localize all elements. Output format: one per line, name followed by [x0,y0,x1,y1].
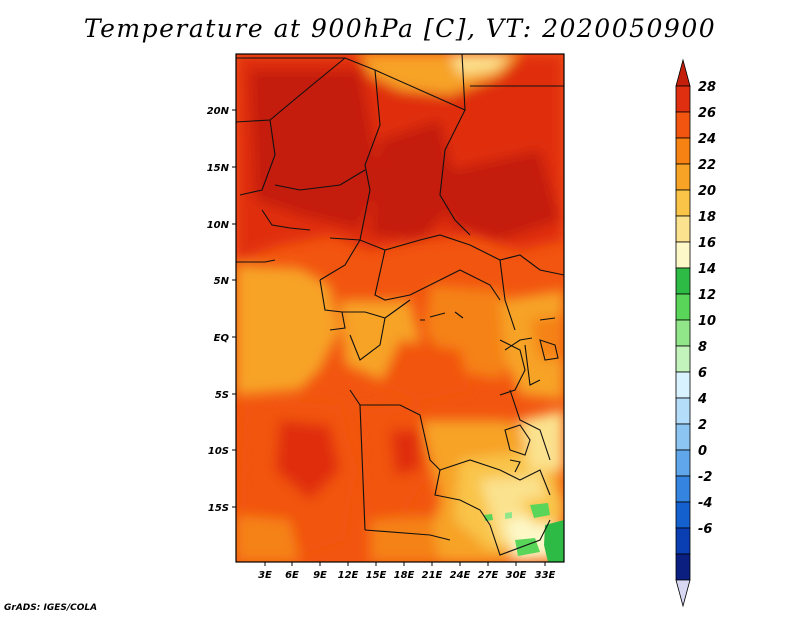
colorbar-swatch [675,501,691,529]
lat-label: 10S [208,446,229,457]
colorbar-label: 14 [698,262,716,277]
colorbar-swatch [675,371,691,399]
latitude-labels: 20N 15N 10N 5N EQ 5S 10S 15S [207,106,230,514]
colorbar [675,58,691,608]
map-frame [235,53,565,563]
colorbar-swatch [675,345,691,373]
colorbar-swatch [675,319,691,347]
colorbar-label: 4 [697,392,707,407]
colorbar-label: 0 [698,444,707,459]
lon-label: 21E [422,570,443,581]
lat-label: 15S [208,503,229,514]
colorbar-label: 28 [698,80,716,95]
lat-label: EQ [214,333,230,344]
temperature-field [236,54,564,562]
colorbar-triangle-bottom [675,579,691,608]
lon-label: 27E [478,570,499,581]
colorbar-label: -2 [698,470,712,485]
axis-ticks [232,109,546,566]
colorbar-swatch [675,553,691,581]
lat-label: 5S [215,390,229,401]
map-title: Temperature at 900hPa [C], VT: 202005090… [83,14,717,43]
colorbar-label: 20 [698,184,716,199]
colorbar-swatch [675,267,691,295]
colorbar-swatch [675,189,691,217]
colorbar-swatch [675,527,691,555]
credit-label: GrADS: IGES/COLA [4,603,98,613]
colorbar-swatch [675,475,691,503]
lon-label: 24E [450,570,471,581]
colorbar-swatch [675,293,691,321]
colorbar-swatch [675,215,691,243]
longitude-labels: 3E 6E 9E 12E 15E 18E 21E 24E 27E 30E 33E [258,570,555,581]
colorbar-label: 16 [698,236,716,251]
lat-label: 10N [207,220,230,231]
colorbar-label: 6 [698,366,707,381]
colorbar-label: -4 [698,496,712,511]
colorbar-triangle-top [675,58,691,87]
colorbar-label: 2 [698,418,707,433]
lat-label: 15N [207,163,230,174]
colorbar-swatch [675,241,691,269]
colorbar-swatch [675,137,691,165]
colorbar-label: -6 [698,522,712,537]
lon-label: 12E [338,570,359,581]
lat-label: 5N [214,276,230,287]
colorbar-swatch [675,111,691,139]
colorbar-label: 10 [698,314,716,329]
lat-label: 20N [207,106,230,117]
colorbar-swatch [675,423,691,451]
colorbar-label: 8 [698,340,707,355]
lon-label: 3E [258,570,272,581]
colorbar-label: 26 [698,106,716,121]
colorbar-label: 12 [698,288,716,303]
colorbar-swatch [675,85,691,113]
colorbar-label: 24 [698,132,716,147]
country-borders [236,54,564,556]
lon-label: 30E [506,570,527,581]
lon-label: 33E [535,570,556,581]
lon-label: 15E [366,570,387,581]
lon-label: 9E [313,570,327,581]
colorbar-swatch [675,397,691,425]
colorbar-label: 18 [698,210,716,225]
colorbar-swatch [675,163,691,191]
colorbar-label: 22 [698,158,716,173]
lon-label: 18E [394,570,415,581]
colorbar-swatch [675,449,691,477]
lon-label: 6E [285,570,299,581]
